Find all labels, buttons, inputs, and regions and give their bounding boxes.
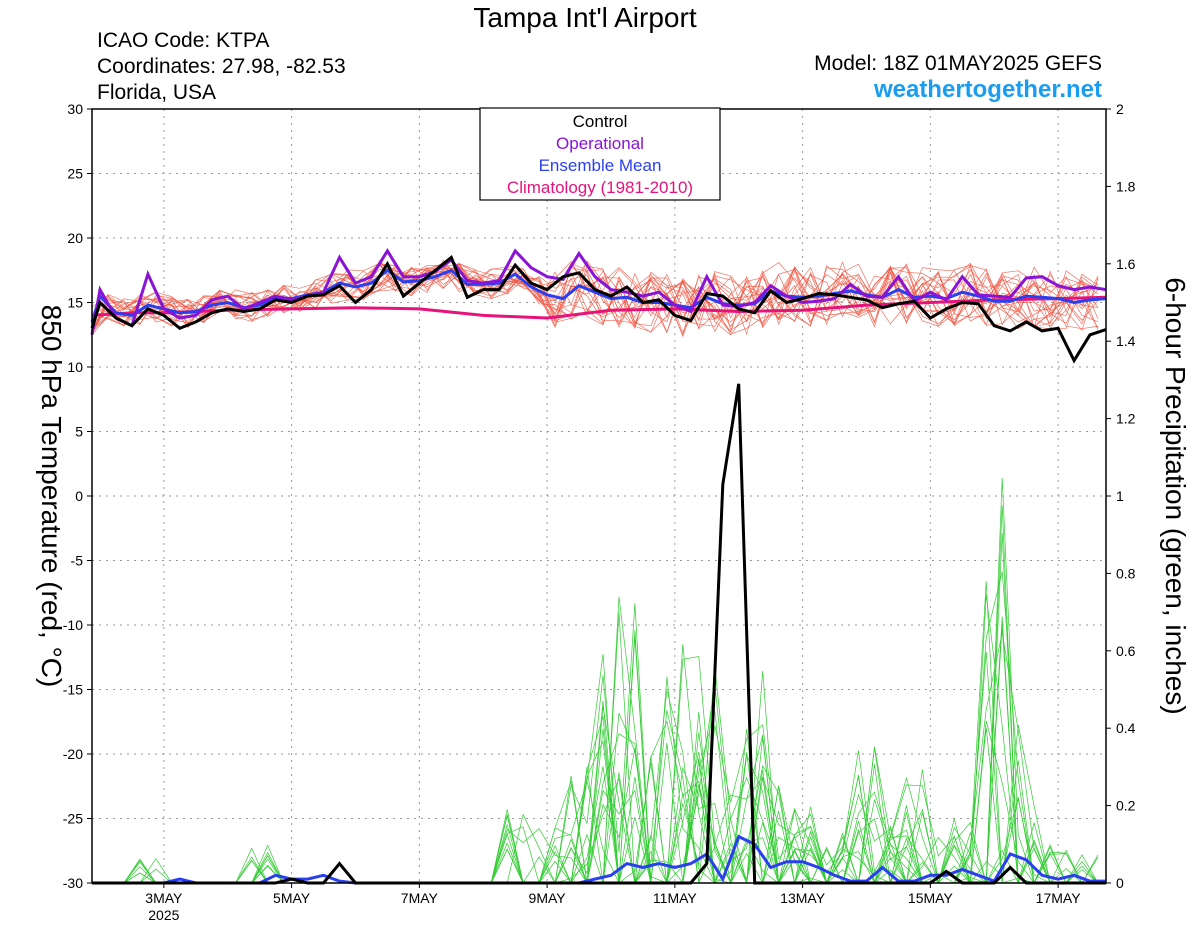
- tick-label-right: 0.2: [1116, 798, 1136, 814]
- tick-label-left: -20: [63, 746, 83, 762]
- tick-label-left: -10: [63, 617, 83, 633]
- tick-label-right: 0.8: [1116, 565, 1136, 581]
- tick-label-x: 17MAY: [1036, 890, 1082, 906]
- tick-label-left: 5: [75, 424, 83, 440]
- member-temp-line: [91, 267, 1099, 335]
- member-precip-line: [92, 477, 1098, 885]
- tick-label-x-year: 2025: [148, 907, 179, 923]
- tick-label-left: 30: [67, 101, 83, 117]
- chart-title: Tampa Int'l Airport: [473, 2, 697, 33]
- tick-label-right: 1.4: [1116, 333, 1136, 349]
- y-axis-label-left: 850 hPa Temperature (red, °C): [36, 305, 67, 688]
- tick-label-x: 13MAY: [780, 890, 826, 906]
- tick-label-right: 0.6: [1116, 643, 1136, 659]
- model-info: Model: 18Z 01MAY2025 GEFS: [814, 52, 1102, 75]
- legend-item: Climatology (1981-2010): [507, 178, 693, 197]
- tick-label-left: -15: [63, 682, 83, 698]
- tick-label-left: 25: [67, 166, 83, 182]
- control-temp-line: [90, 254, 1107, 364]
- tick-label-left: 0: [75, 488, 83, 504]
- ticks: 302520151050-5-10-15-20-25-3021.81.61.41…: [63, 101, 1136, 923]
- tick-label-x: 7MAY: [401, 890, 439, 906]
- tick-label-x: 3MAY: [145, 890, 183, 906]
- tick-label-right: 0: [1116, 875, 1124, 891]
- operational-temp-line: [90, 248, 1107, 336]
- axis-labels: 850 hPa Temperature (red, °C) 6-hour Prec…: [36, 277, 1191, 714]
- member-precip-line: [92, 532, 1098, 885]
- tick-label-right: 1.2: [1116, 411, 1136, 427]
- tick-label-x: 9MAY: [529, 890, 567, 906]
- location: Florida, USA: [97, 81, 217, 104]
- tick-label-right: 1: [1116, 488, 1124, 504]
- tick-label-x: 15MAY: [908, 890, 954, 906]
- tick-label-right: 0.4: [1116, 720, 1136, 736]
- tick-label-left: 20: [67, 230, 83, 246]
- legend-item: Operational: [556, 134, 644, 153]
- tick-label-x: 5MAY: [273, 890, 311, 906]
- tick-label-left: 15: [67, 295, 83, 311]
- tick-label-right: 2: [1116, 101, 1124, 117]
- y-axis-label-right: 6-hour Precipitation (green, inches): [1160, 277, 1191, 714]
- site-link[interactable]: weathertogether.net: [873, 76, 1102, 103]
- tick-label-right: 1.6: [1116, 256, 1136, 272]
- legend-item: Ensemble Mean: [539, 156, 662, 175]
- member-precip-line: [92, 630, 1098, 885]
- legend-box: [479, 107, 721, 201]
- tick-label-left: 10: [67, 359, 83, 375]
- tick-label-left: -25: [63, 811, 83, 827]
- tick-label-left: -30: [63, 875, 83, 891]
- member-precip-line: [92, 594, 1099, 885]
- legend-item: Control: [573, 112, 628, 131]
- member-precip-line: [92, 636, 1098, 884]
- ensemble-members: [91, 259, 1099, 885]
- coordinates: Coordinates: 27.98, -82.53: [97, 55, 346, 78]
- tick-label-left: -5: [71, 553, 84, 569]
- member-temp-line: [91, 262, 1099, 333]
- tick-label-x: 11MAY: [653, 890, 697, 906]
- legend: Control Operational Ensemble Mean Climatolo…: [479, 107, 721, 201]
- icao-code: ICAO Code: KTPA: [97, 29, 270, 52]
- tick-label-right: 1.8: [1116, 178, 1136, 194]
